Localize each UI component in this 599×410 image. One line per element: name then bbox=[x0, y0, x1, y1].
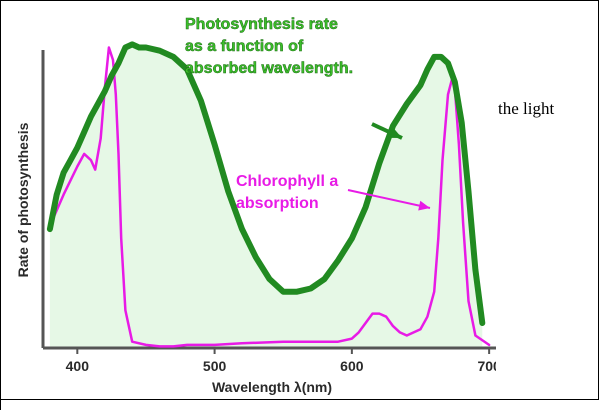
absorption-annotation-line-1: Chlorophyll a bbox=[236, 173, 338, 190]
photosynthesis-area-fill bbox=[49, 44, 483, 349]
x-tick-label-400: 400 bbox=[66, 358, 90, 374]
chart-title-line-2: as a function of bbox=[185, 38, 304, 55]
frame-left-border bbox=[0, 0, 1, 410]
frame-top-border bbox=[0, 0, 599, 1]
frame-bottom-border bbox=[0, 399, 599, 400]
absorption-annotation-line-2: absorption bbox=[236, 195, 319, 212]
y-axis-label: Rate of photosynthesis bbox=[15, 122, 31, 277]
photosynthesis-chart: 400 500 600 700 Wavelength λ(nm) Rate of phot… bbox=[15, 16, 496, 395]
x-tick-label-700: 700 bbox=[477, 358, 496, 374]
x-tick-label-600: 600 bbox=[340, 358, 364, 374]
photosynthesis-rate-curve bbox=[46, 41, 486, 326]
absorption-arrow-head bbox=[418, 200, 430, 211]
chart-title-line-1: Photosynthesis rate bbox=[185, 16, 338, 33]
photosynthesis-arrow-head bbox=[389, 128, 402, 138]
chart-title-line-3: absorbed wavelength. bbox=[185, 60, 353, 77]
x-axis-label: Wavelength λ(nm) bbox=[212, 379, 332, 395]
chlorophyll-absorption-curve bbox=[48, 46, 491, 348]
x-tick-label-500: 500 bbox=[203, 358, 227, 374]
side-text: the light bbox=[498, 99, 555, 118]
absorption-arrow-shaft bbox=[347, 189, 431, 209]
